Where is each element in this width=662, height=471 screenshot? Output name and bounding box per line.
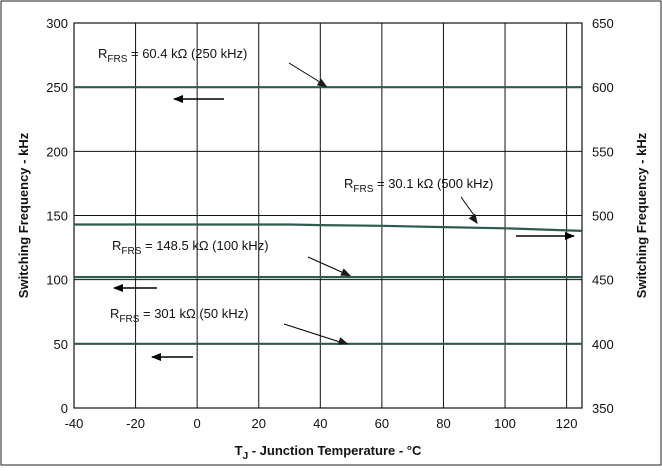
series-leader-line-3 [283,323,344,344]
series-leader-tip-3 [337,337,349,345]
series-leader-tip-0 [316,78,328,88]
y-right-tick-label: 350 [592,401,614,416]
series-leader-line-1 [460,196,477,219]
series-leader-tip-2 [340,268,352,277]
y-left-tick-label: 300 [46,16,68,31]
series-label-2: RFRS = 148.5 kΩ (100 kHz) [112,238,269,257]
series-line-1 [74,223,583,232]
y-left-tick-label: 50 [54,337,68,352]
x-tick-label: 40 [313,416,327,431]
x-tick-label: 100 [494,416,516,431]
x-tick-label: 120 [556,416,578,431]
series-label-0: RFRS = 60.4 kΩ (250 kHz) [98,46,247,65]
x-tick-label: 60 [375,416,389,431]
y-right-tick-label: 550 [592,144,614,159]
y-left-tick-label: 150 [46,209,68,224]
y-left-tick-label: 100 [46,273,68,288]
y-right-tick-label: 450 [592,273,614,288]
x-tick-label: 0 [194,416,201,431]
y-left-tick-label: 250 [46,80,68,95]
y-right-tick-label: 400 [592,337,614,352]
plot-frame [73,22,583,409]
series-leader-tip-1 [468,213,478,225]
series-label-3: RFRS = 301 kΩ (50 kHz) [110,306,248,325]
y-left-tick-label: 200 [46,144,68,159]
x-tick-label: 20 [251,416,265,431]
series-leader-line-0 [288,62,324,85]
x-tick-label: -40 [65,416,84,431]
y-left-tick-label: 0 [61,401,68,416]
x-tick-label: -20 [126,416,145,431]
y-left-axis-title: Switching Frequency - kHz [16,132,31,298]
y-right-tick-label: 600 [592,80,614,95]
series-label-1: RFRS = 30.1 kΩ (500 kHz) [344,176,493,195]
x-axis-title: TJ - Junction Temperature - °C [235,443,422,462]
y-right-tick-label: 650 [592,16,614,31]
y-right-axis-title: Switching Frequency - kHz [634,132,649,298]
x-tick-label: 80 [436,416,450,431]
y-right-tick-label: 500 [592,209,614,224]
series-leader-line-2 [307,256,347,275]
